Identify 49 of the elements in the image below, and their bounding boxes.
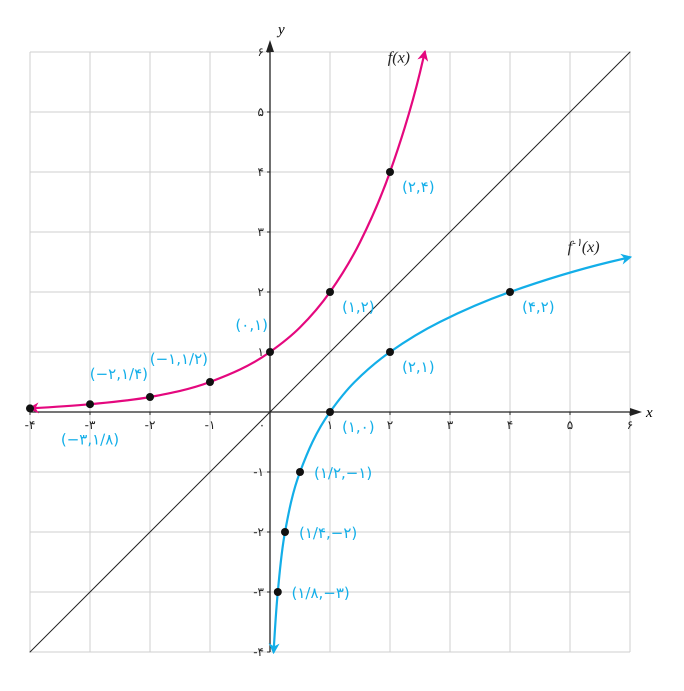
- x-axis-title: x: [645, 405, 653, 421]
- y-tick-label: ۶: [258, 45, 264, 59]
- x-tick-label: ۲: [386, 418, 394, 432]
- annotation: (۰,۱): [235, 316, 268, 334]
- point: [86, 400, 94, 408]
- point: [281, 528, 289, 536]
- y-tick-label: ۳: [258, 225, 265, 239]
- annotation: (۱,۰): [342, 418, 375, 436]
- y-tick-label: ۴: [258, 165, 264, 179]
- annotation: (۱,۲): [342, 298, 375, 316]
- series-label: f(x): [388, 49, 410, 66]
- y-tick-label: -۱: [253, 465, 264, 479]
- y-tick-label: -۳: [253, 585, 265, 599]
- annotation: (−۱,۱/۲): [150, 350, 208, 368]
- point: [386, 348, 394, 356]
- x-tick-label: ۴: [506, 418, 514, 432]
- y-tick-label: ۵: [258, 105, 264, 119]
- x-tick-label: -۳: [84, 418, 96, 432]
- point: [326, 288, 334, 296]
- point: [146, 393, 154, 401]
- point: [326, 408, 334, 416]
- x-tick-label: ۱: [326, 418, 334, 432]
- annotation: (−۳,۱/۸): [60, 430, 120, 448]
- y-tick-label: ۱: [258, 345, 264, 359]
- y-tick-label: -۲: [253, 525, 264, 539]
- annotation: (۱/۴,−۲): [299, 524, 358, 542]
- annotation: (−۲,۱/۴): [90, 365, 148, 383]
- y-tick-label: ۲: [258, 285, 264, 299]
- annotation: (۴,۲): [522, 298, 555, 316]
- point: [266, 348, 274, 356]
- point: [386, 168, 394, 176]
- x-tick-label: ۵: [566, 418, 574, 432]
- point: [274, 588, 282, 596]
- y-tick-label: -۴: [253, 645, 264, 659]
- x-tick-label: ۶: [626, 418, 634, 432]
- x-tick-label: ۳: [446, 418, 454, 432]
- annotation: (۱/۸,−۳): [292, 584, 350, 602]
- x-tick-label: -۲: [144, 418, 156, 432]
- annotation: (۲,۴): [402, 178, 435, 196]
- point: [26, 404, 34, 412]
- x-tick-label: ۰: [258, 418, 266, 432]
- annotation: (۱/۲,−۱): [314, 464, 372, 482]
- x-tick-label: -۴: [24, 418, 36, 432]
- point: [506, 288, 514, 296]
- annotation: (۲,۱): [402, 358, 435, 376]
- y-axis-title: y: [276, 22, 285, 38]
- point: [206, 378, 214, 386]
- x-tick-label: -۱: [204, 418, 216, 432]
- point: [296, 468, 304, 476]
